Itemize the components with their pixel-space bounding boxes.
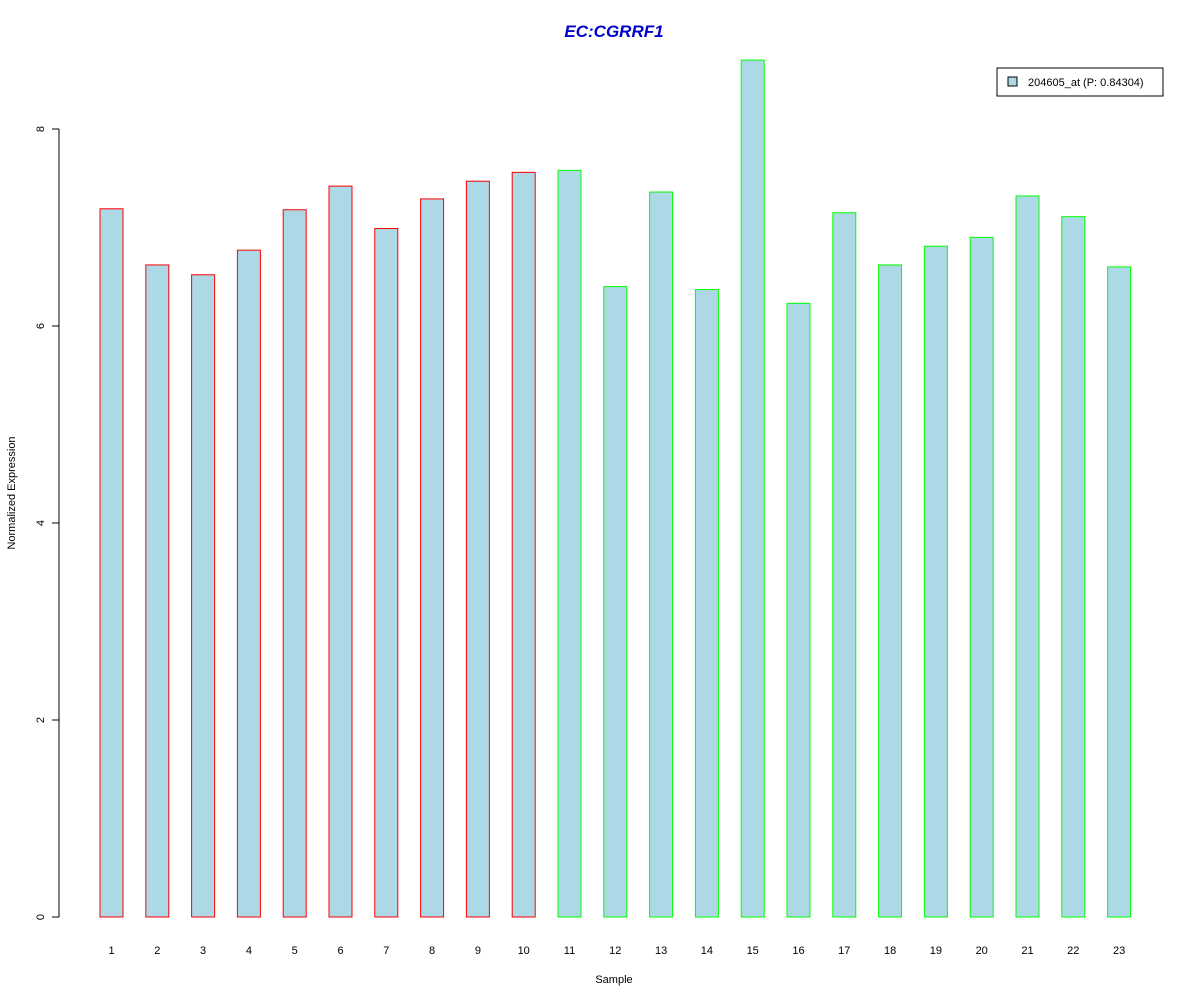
bar-sample-17 [832, 212, 857, 918]
x-tick-label: 23 [1113, 945, 1125, 957]
x-tick-label: 12 [609, 945, 621, 957]
x-tick-label: 18 [884, 945, 896, 957]
x-tick-label: 22 [1067, 945, 1079, 957]
legend: 204605_at (P: 0.84304) [996, 67, 1164, 97]
bar-sample-18 [878, 264, 903, 918]
x-tick-label: 13 [655, 945, 667, 957]
y-tick-label: 2 [35, 717, 47, 723]
x-tick-label: 20 [976, 945, 988, 957]
legend-box [996, 67, 1164, 97]
x-tick-label: 17 [838, 945, 850, 957]
y-tick-label: 6 [35, 323, 47, 329]
x-tick-label: 21 [1021, 945, 1033, 957]
bar-sample-1 [99, 208, 124, 918]
x-tick-label: 9 [475, 945, 481, 957]
y-axis: 0 2 4 6 8 [35, 126, 60, 920]
x-tick-label: 2 [154, 945, 160, 957]
y-tick-label: 4 [35, 520, 47, 526]
x-tick-label: 8 [429, 945, 435, 957]
x-tick-label: 5 [292, 945, 298, 957]
bar-sample-9 [465, 180, 490, 918]
x-tick-labels: 1 2 3 4 5 6 7 8 9 10 11 12 13 14 15 16 17 18 19 20 21 22 23 [108, 945, 1125, 957]
bar-sample-10 [511, 171, 536, 918]
x-tick-label: 11 [564, 945, 575, 957]
bar-sample-7 [374, 227, 399, 918]
x-tick-label: 6 [337, 945, 343, 957]
y-tick-label: 0 [35, 914, 47, 920]
x-tick-label: 14 [701, 945, 713, 957]
legend-swatch [1007, 76, 1018, 87]
bar-sample-21 [1015, 195, 1040, 918]
x-tick-label: 3 [200, 945, 206, 957]
bar-sample-6 [328, 185, 353, 918]
x-tick-label: 19 [930, 945, 942, 957]
bar-sample-15 [740, 59, 765, 918]
x-axis-label: Sample [595, 974, 632, 986]
x-tick-label: 10 [518, 945, 530, 957]
legend-entry: 204605_at (P: 0.84304) [1028, 77, 1144, 89]
bar-sample-8 [420, 198, 445, 918]
bar-sample-4 [236, 249, 261, 918]
bar-sample-16 [786, 302, 811, 918]
x-tick-label: 4 [246, 945, 252, 957]
bar-sample-12 [603, 286, 628, 918]
bar-sample-22 [1061, 216, 1086, 918]
bar-sample-11 [557, 169, 582, 918]
y-tick-label: 8 [35, 126, 47, 132]
y-axis-label: Normalized Expression [6, 436, 18, 549]
bar-sample-19 [923, 245, 948, 918]
bar-sample-2 [145, 264, 170, 918]
bars [99, 59, 1132, 918]
bar-sample-23 [1107, 266, 1132, 918]
bar-sample-14 [694, 289, 719, 918]
chart-title: EC:CGRRF1 [564, 22, 663, 41]
x-tick-label: 15 [747, 945, 759, 957]
x-tick-label: 1 [108, 945, 114, 957]
bar-sample-3 [191, 274, 216, 918]
x-tick-label: 7 [383, 945, 389, 957]
bar-sample-13 [649, 191, 674, 918]
x-tick-label: 16 [792, 945, 804, 957]
bar-sample-20 [969, 236, 994, 918]
bar-sample-5 [282, 209, 307, 918]
